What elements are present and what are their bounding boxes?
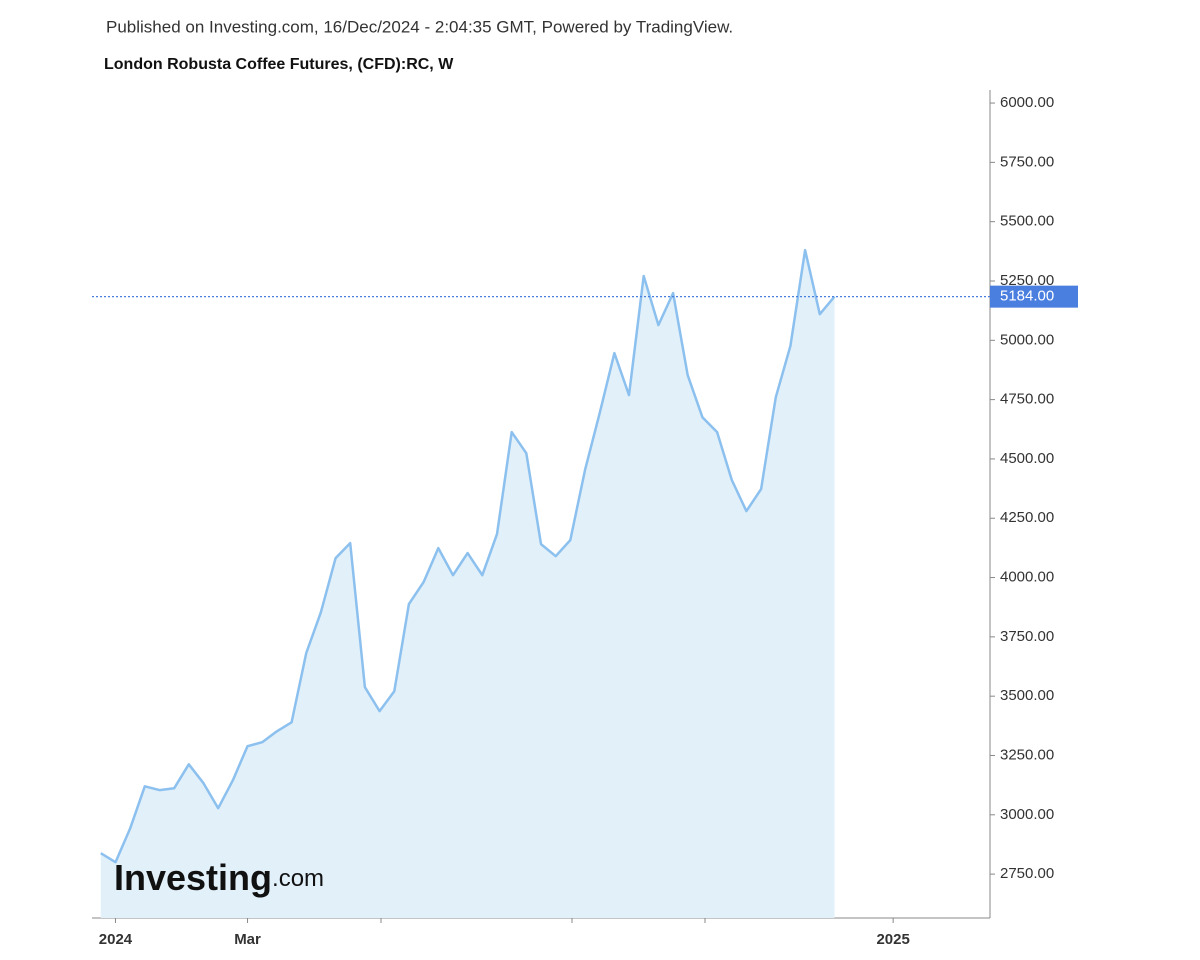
- last-price-label: 5184.00: [1000, 288, 1054, 305]
- y-tick-label: 4750.00: [1000, 391, 1054, 408]
- watermark-suffix: .com: [272, 865, 324, 892]
- y-tick-label: 3000.00: [1000, 806, 1054, 823]
- published-note: Published on Investing.com, 16/Dec/2024 …: [106, 17, 733, 36]
- watermark-name: Investing: [114, 857, 272, 898]
- last-price-badge: [990, 285, 1078, 308]
- area-fill: [100, 250, 835, 919]
- y-tick-label: 3500.00: [1000, 687, 1054, 704]
- y-tick-label: 5000.00: [1000, 331, 1054, 348]
- y-tick-label: 5750.00: [1000, 153, 1054, 170]
- y-tick-label: 4000.00: [1000, 569, 1054, 586]
- y-tick-label: 2750.00: [1000, 865, 1054, 882]
- x-tick-label: Mar: [234, 931, 261, 948]
- y-tick-label: 6000.00: [1000, 94, 1054, 111]
- price-line: [100, 248, 836, 864]
- chart-title: London Robusta Coffee Futures, (CFD):RC,…: [104, 56, 454, 73]
- y-tick-label: 5250.00: [1000, 272, 1054, 289]
- x-tick-label: 2024: [99, 931, 133, 948]
- y-tick-label: 5500.00: [1000, 213, 1054, 230]
- y-tick-label: 4250.00: [1000, 509, 1054, 526]
- y-tick-label: 4500.00: [1000, 450, 1054, 467]
- y-tick-label: 3750.00: [1000, 628, 1054, 645]
- x-tick-label: 2025: [876, 931, 909, 948]
- y-tick-label: 3250.00: [1000, 746, 1054, 763]
- watermark: Investing.com: [114, 857, 324, 898]
